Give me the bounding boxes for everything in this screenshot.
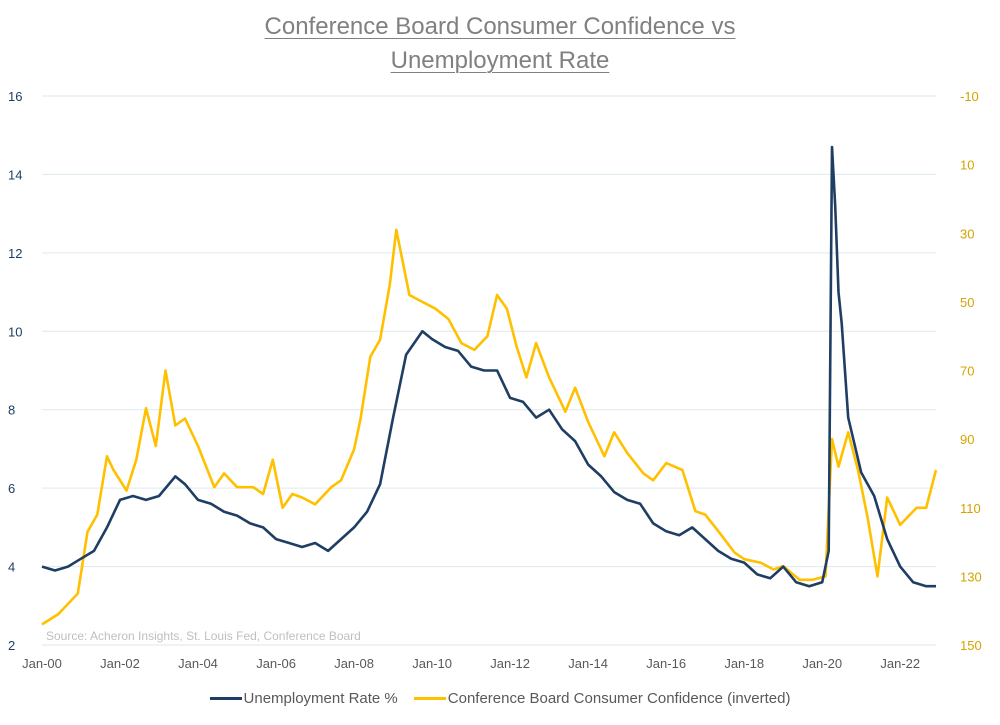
x-tick-label: Jan-02 [100, 656, 140, 671]
right-tick-label: 30 [960, 226, 974, 241]
x-tick-label: Jan-16 [646, 656, 686, 671]
x-tick-label: Jan-20 [802, 656, 842, 671]
left-tick-label: 8 [8, 403, 15, 418]
grid-lines [42, 95, 936, 646]
legend: Unemployment Rate % Conference Board Con… [0, 686, 1000, 710]
legend-swatch-confidence [413, 696, 446, 700]
left-axis-ticks: 2 4 6 8 10 12 14 16 [8, 89, 22, 653]
chart-title-line2: Unemployment Rate [390, 47, 610, 74]
right-tick-label: 130 [960, 569, 982, 584]
right-tick-label: 90 [960, 432, 974, 447]
left-tick-label: 2 [8, 638, 15, 653]
right-tick-label: 110 [960, 501, 981, 516]
left-tick-label: 14 [8, 167, 22, 182]
chart-title-line1: Conference Board Consumer Confidence vs [264, 13, 736, 40]
x-tick-label: Jan-04 [178, 656, 218, 671]
series-lines [41, 145, 938, 626]
right-tick-label: -10 [960, 89, 979, 104]
left-tick-label: 6 [8, 481, 15, 496]
x-tick-label: Jan-18 [724, 656, 764, 671]
x-tick-label: Jan-14 [568, 656, 608, 671]
legend-label-unemployment: Unemployment Rate % [243, 689, 398, 707]
x-tick-label: Jan-22 [880, 656, 920, 671]
x-tick-label: Jan-08 [334, 656, 374, 671]
x-tick-label: Jan-00 [22, 656, 62, 671]
right-tick-label: 10 [960, 158, 974, 173]
right-tick-label: 150 [960, 638, 982, 653]
x-tick-label: Jan-10 [412, 656, 452, 671]
series-line-confidence [41, 228, 938, 626]
legend-item-unemployment: Unemployment Rate % [209, 689, 398, 707]
left-tick-label: 16 [8, 89, 22, 104]
legend-item-confidence: Conference Board Consumer Confidence (in… [413, 689, 791, 707]
right-tick-label: 70 [960, 364, 974, 379]
source-note: Source: Acheron Insights, St. Louis Fed,… [46, 629, 361, 643]
x-axis-ticks: Jan-00 Jan-02 Jan-04 Jan-06 Jan-08 Jan-10 Jan-… [22, 656, 920, 671]
x-tick-label: Jan-06 [256, 656, 296, 671]
right-tick-label: 50 [960, 295, 974, 310]
left-tick-label: 12 [8, 246, 22, 261]
right-axis-ticks: -10 10 30 50 70 90 110 130 150 [960, 89, 982, 653]
series-line-unemployment [41, 145, 936, 588]
legend-label-confidence: Conference Board Consumer Confidence (in… [447, 689, 791, 707]
left-tick-label: 10 [8, 324, 22, 339]
x-tick-label: Jan-12 [490, 656, 530, 671]
left-tick-label: 4 [8, 560, 15, 575]
legend-swatch-unemployment [209, 696, 242, 700]
